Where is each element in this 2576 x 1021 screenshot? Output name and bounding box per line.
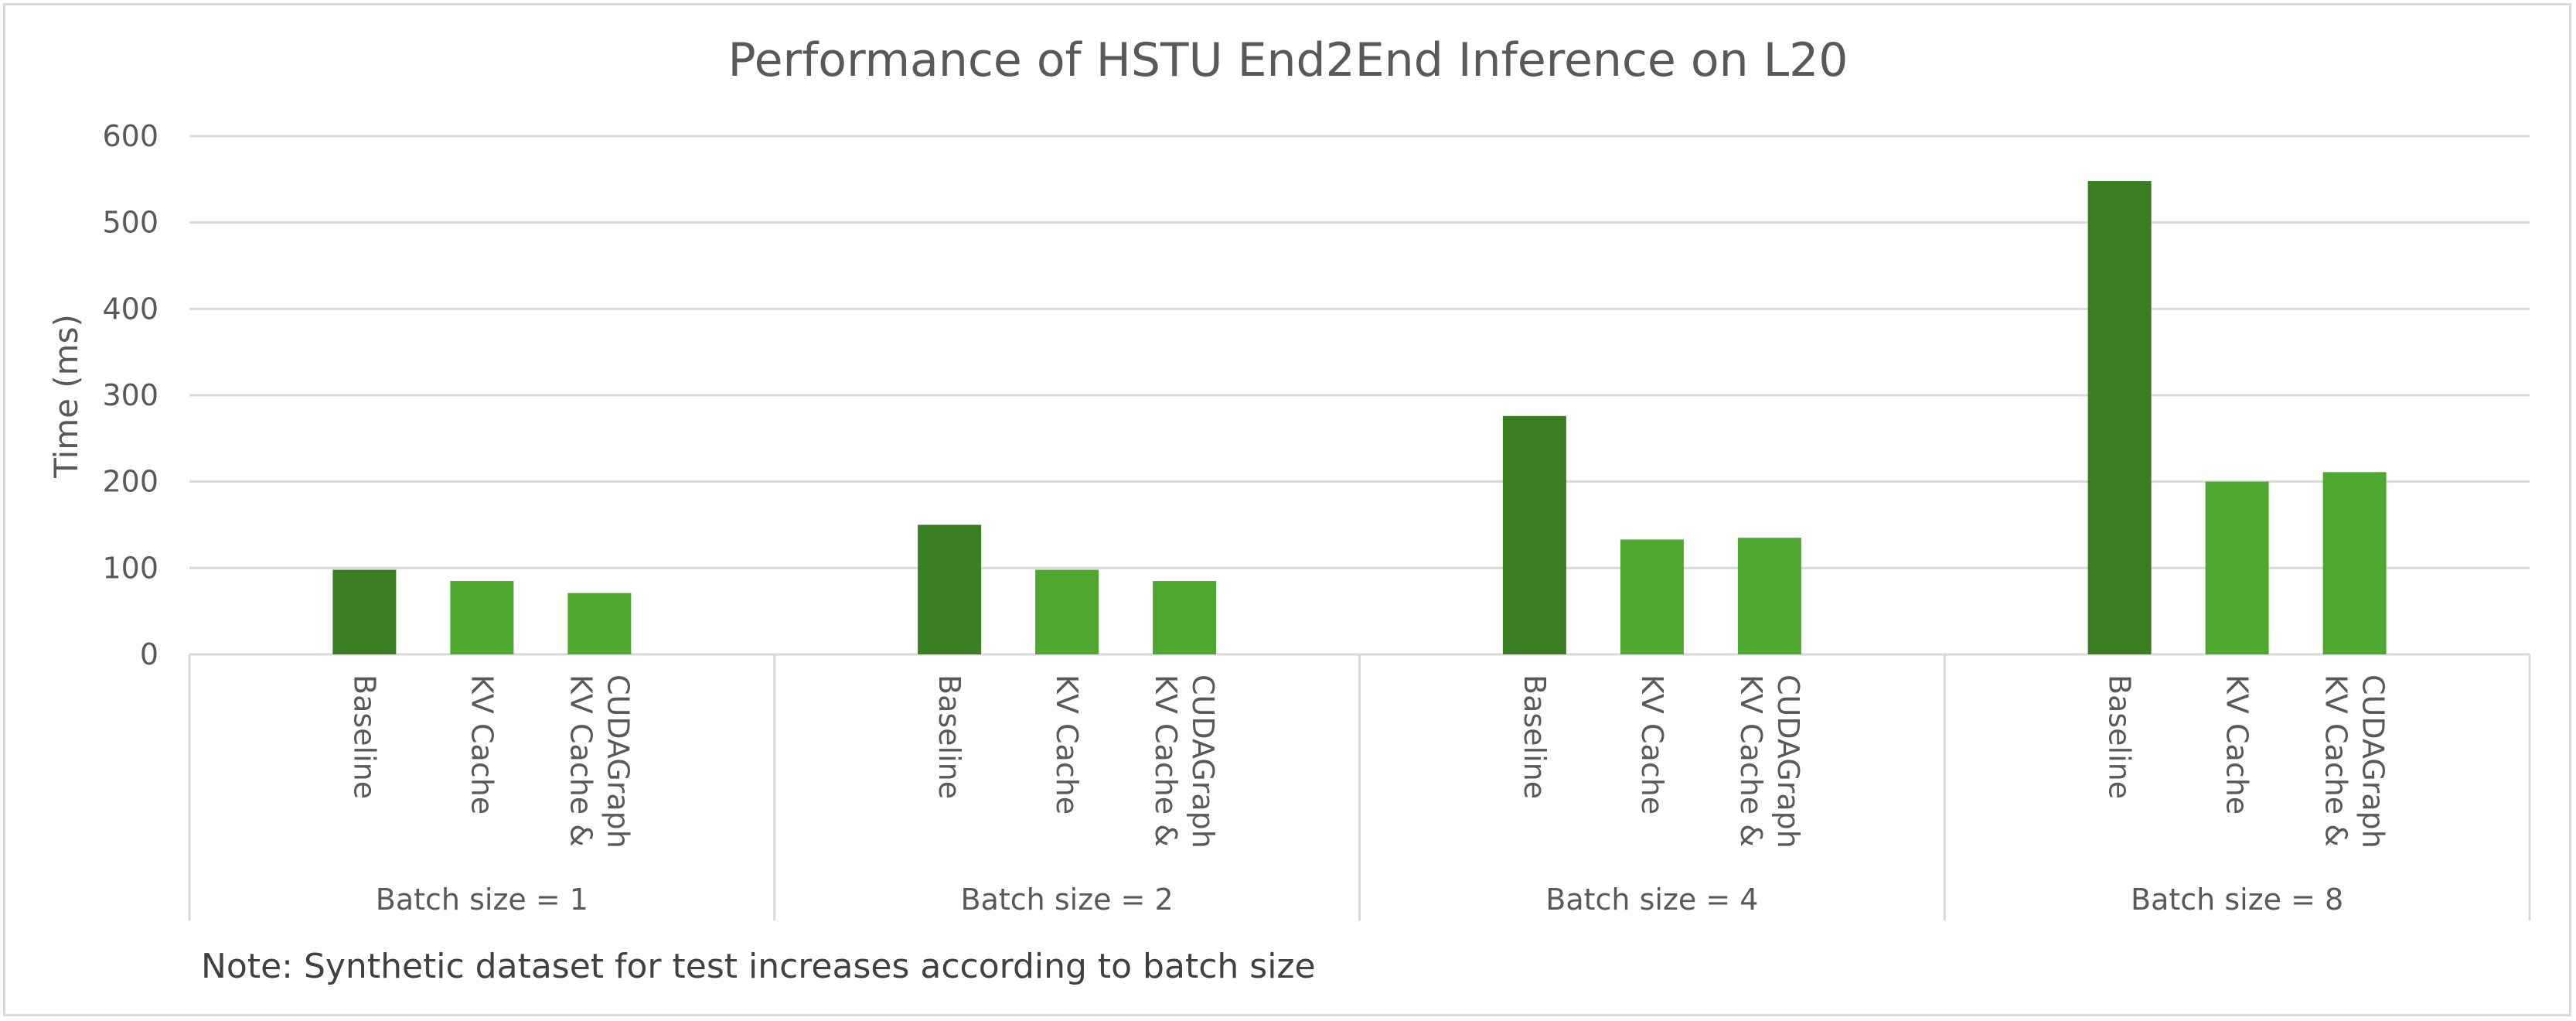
y-tick-label: 300: [102, 378, 158, 412]
bar: [567, 592, 632, 654]
y-tick-label: 100: [102, 551, 158, 585]
bar: [2087, 181, 2152, 655]
bar: [918, 524, 982, 654]
y-tick-label: 400: [102, 292, 158, 326]
bar-label: Baseline: [1518, 674, 1552, 799]
category-label: CUDAGraph: [1771, 674, 1805, 849]
bar: [2322, 472, 2387, 654]
group-label: Batch size = 1: [376, 883, 588, 917]
group-label: Batch size = 2: [961, 883, 1174, 917]
category-label: Baseline: [932, 674, 966, 799]
category-label: Baseline: [1518, 674, 1552, 799]
category-label: Baseline: [347, 674, 381, 799]
category-label: KV Cache &: [2319, 674, 2353, 847]
category-labels: Baseline KV Cache KV Cache & CUDAGraph Basel…: [347, 674, 2390, 849]
bar: [450, 581, 514, 654]
bar-label: KV Cache & CUDAGraph: [1149, 674, 1220, 849]
y-tick-label: 600: [102, 119, 158, 153]
group-labels: Batch size = 1 Batch size = 2 Batch size =…: [376, 883, 2343, 917]
bar-label: KV Cache: [465, 674, 499, 814]
bar-label: KV Cache & CUDAGraph: [2319, 674, 2390, 849]
category-label: CUDAGraph: [601, 674, 635, 849]
bar-label: Baseline: [932, 674, 966, 799]
group-label: Batch size = 4: [1545, 883, 1758, 917]
bars: [332, 181, 2387, 655]
bar: [1502, 415, 1566, 654]
category-label: CUDAGraph: [2356, 674, 2390, 849]
gridlines: [188, 135, 2531, 920]
category-label: KV Cache: [1050, 674, 1084, 814]
chart-title: Performance of HSTU End2End Inference on…: [728, 33, 1849, 87]
y-tick-label: 0: [140, 637, 158, 671]
bar: [332, 569, 397, 654]
category-label: KV Cache: [465, 674, 499, 814]
bar-label: KV Cache: [2220, 674, 2254, 814]
bar: [2205, 481, 2269, 654]
category-label: KV Cache &: [1149, 674, 1183, 847]
bar: [1035, 569, 1099, 654]
bar-label: Baseline: [2103, 674, 2137, 799]
bar-label: KV Cache: [1635, 674, 1669, 814]
group-label: Batch size = 8: [2131, 883, 2343, 917]
bar-label: KV Cache & CUDAGraph: [1734, 674, 1805, 849]
category-label: KV Cache &: [564, 674, 598, 847]
bar: [1620, 539, 1684, 654]
y-tick-label: 500: [102, 206, 158, 240]
y-axis-label: Time (ms): [47, 314, 85, 479]
chart-note: Note: Synthetic dataset for test increas…: [201, 947, 1316, 986]
y-tick-label: 200: [102, 465, 158, 499]
bar: [1153, 581, 1217, 654]
y-tick-labels: 0 100 200 300 400 500 600: [102, 119, 158, 671]
category-label: Baseline: [2103, 674, 2137, 799]
bar-label: KV Cache & CUDAGraph: [564, 674, 635, 849]
category-label: CUDAGraph: [1186, 674, 1220, 849]
bar: [1737, 538, 1801, 654]
category-label: KV Cache: [1635, 674, 1669, 814]
category-label: KV Cache: [2220, 674, 2254, 814]
category-label: KV Cache &: [1734, 674, 1768, 847]
bar-label: Baseline: [347, 674, 381, 799]
bar-label: KV Cache: [1050, 674, 1084, 814]
